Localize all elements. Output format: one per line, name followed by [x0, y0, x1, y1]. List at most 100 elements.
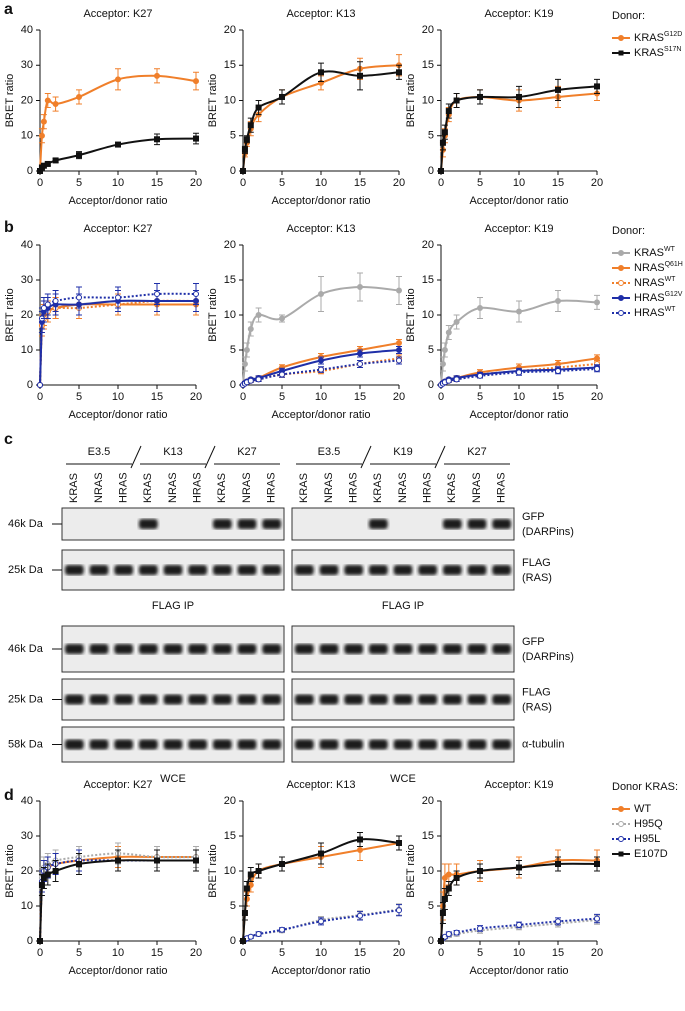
marker: [279, 371, 285, 378]
marker: [594, 83, 600, 90]
blot-band: [369, 565, 388, 575]
marker: [439, 910, 446, 916]
y-tick-label: 5: [230, 344, 236, 356]
marker: [240, 938, 246, 944]
marker: [441, 347, 448, 353]
marker: [516, 864, 522, 871]
marker: [396, 287, 402, 294]
y-tick-label: 0: [230, 935, 236, 947]
legend-label: H95Q: [634, 818, 663, 830]
legend-marker: [618, 280, 624, 286]
legend-label: KRASS17N: [634, 46, 681, 59]
marker: [445, 885, 452, 892]
blot-band: [492, 565, 511, 575]
x-tick-label: 0: [37, 947, 43, 959]
marker: [516, 369, 522, 376]
blot-band: [213, 519, 232, 529]
blot-band: [443, 694, 462, 705]
blot-band: [65, 739, 84, 750]
marker: [255, 868, 262, 874]
y-tick-label: 40: [21, 795, 33, 807]
blot-band: [418, 565, 437, 575]
blot-band: [393, 739, 413, 750]
marker: [357, 350, 363, 357]
y-axis-label: BRET ratio: [405, 844, 417, 898]
lane-label: KRAS: [216, 473, 228, 503]
legend-label: NRASQ61H: [634, 261, 683, 274]
blot-band: [163, 644, 183, 654]
marker: [193, 135, 199, 142]
marker: [154, 72, 160, 79]
panel-label: a: [4, 1, 13, 18]
legend-label: KRASWT: [634, 246, 676, 259]
marker: [555, 298, 561, 304]
x-tick-label: 15: [354, 391, 366, 403]
series-line: [39, 859, 196, 942]
group-divider: [204, 445, 216, 469]
group-label: K27: [467, 446, 487, 458]
x-tick-label: 10: [513, 947, 525, 959]
blot-band: [443, 739, 462, 750]
marker: [247, 933, 254, 940]
marker: [357, 284, 363, 290]
blot-band: [237, 644, 257, 654]
y-tick-label: 10: [21, 900, 33, 912]
target-label: FLAG: [522, 686, 551, 698]
x-tick-label: 5: [76, 177, 82, 189]
x-tick-label: 10: [112, 177, 124, 189]
y-tick-label: 20: [21, 309, 33, 321]
marker: [193, 291, 199, 297]
x-tick-label: 0: [37, 177, 43, 189]
legend-marker: [618, 851, 624, 857]
y-axis-label: BRET ratio: [4, 74, 16, 128]
lane-label: HRAS: [192, 472, 204, 503]
marker: [38, 132, 45, 139]
marker: [40, 118, 47, 125]
y-tick-label: 15: [422, 830, 434, 842]
y-tick-label: 10: [224, 865, 236, 877]
marker: [318, 366, 324, 373]
blot-band: [139, 519, 158, 529]
marker: [445, 329, 452, 336]
y-tick-label: 0: [230, 379, 236, 391]
y-tick-label: 10: [422, 94, 434, 106]
target-detail: (DARPins): [522, 526, 574, 538]
marker: [477, 93, 483, 100]
blot-band: [262, 565, 281, 575]
y-tick-label: 15: [422, 274, 434, 286]
marker: [445, 931, 452, 937]
marker: [477, 925, 483, 932]
lane-label: KRAS: [68, 473, 80, 503]
x-tick-label: 15: [151, 947, 163, 959]
legend-label: HRASWT: [634, 306, 676, 319]
chart-title: Acceptor: K19: [484, 8, 553, 20]
x-tick-label: 5: [76, 947, 82, 959]
blot-band: [418, 644, 437, 654]
chart-title: Acceptor: K13: [286, 779, 355, 791]
blot-band: [163, 694, 183, 705]
marker: [396, 347, 402, 353]
lane-label: HRAS: [422, 472, 434, 503]
marker: [453, 875, 460, 881]
blot-band: [492, 694, 511, 705]
y-tick-label: 15: [422, 59, 434, 71]
x-axis-label: Acceptor/donor ratio: [68, 965, 167, 977]
chart-title: Acceptor: K27: [83, 223, 152, 235]
marker: [52, 101, 59, 108]
marker: [193, 857, 199, 864]
target-detail: (DARPins): [522, 651, 574, 663]
y-tick-label: 15: [224, 59, 236, 71]
lane-label: NRAS: [93, 472, 105, 503]
x-tick-label: 5: [76, 391, 82, 403]
x-axis-label: Acceptor/donor ratio: [68, 195, 167, 207]
marker: [453, 376, 460, 383]
blot-band: [492, 739, 511, 750]
marker: [357, 361, 363, 367]
marker: [438, 168, 444, 174]
x-tick-label: 0: [240, 177, 246, 189]
y-axis-label: BRET ratio: [4, 288, 16, 342]
blot-band: [467, 694, 487, 705]
legend-marker: [618, 821, 624, 827]
x-tick-label: 5: [279, 391, 285, 403]
